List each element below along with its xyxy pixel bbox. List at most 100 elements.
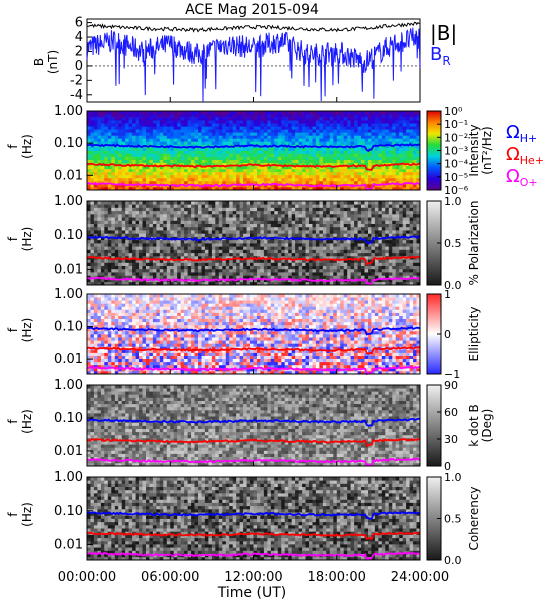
heatmap-cell: [343, 159, 348, 163]
heatmap-cell: [263, 138, 268, 142]
heatmap-cell: [329, 275, 334, 279]
heatmap-cell: [222, 187, 227, 191]
heatmap-cell: [267, 123, 272, 127]
heatmap-cell: [152, 217, 157, 221]
heatmap-cell: [198, 120, 202, 124]
heatmap-cell: [395, 259, 400, 263]
heatmap-cell: [146, 132, 150, 136]
heatmap-cell: [284, 135, 289, 139]
heatmap-cell: [132, 150, 136, 154]
heatmap-cell: [305, 159, 310, 163]
heatmap-cell: [208, 252, 213, 257]
heatmap-cell: [347, 239, 352, 244]
heatmap-cell: [295, 111, 299, 115]
heatmap-cell: [288, 129, 293, 133]
heatmap-cell: [152, 120, 157, 124]
heatmap-cell: [270, 168, 275, 173]
heatmap-cell: [222, 120, 227, 124]
heatmap-cell: [340, 117, 345, 121]
heatmap-cell: [198, 141, 202, 145]
heatmap-cell: [191, 246, 195, 250]
heatmap-cell: [180, 230, 185, 234]
heatmap-cell: [215, 129, 220, 133]
heatmap-cell: [288, 117, 293, 121]
heatmap-cell: [100, 111, 105, 115]
heatmap-cell: [107, 174, 112, 179]
heatmap-cell: [336, 126, 341, 130]
heatmap-cell: [111, 141, 116, 145]
heatmap-cell: [222, 117, 227, 121]
heatmap-cell: [288, 246, 293, 250]
heatmap-cell: [388, 262, 393, 266]
heatmap-cell: [270, 252, 275, 257]
heatmap-cell: [392, 165, 397, 170]
heatmap-cell: [350, 252, 355, 257]
heatmap-cell: [368, 129, 372, 133]
heatmap-cell: [201, 249, 206, 254]
heatmap-cell: [277, 123, 282, 127]
heatmap-cell: [288, 268, 293, 273]
heatmap-cell: [298, 201, 303, 205]
heatmap-cell: [218, 159, 223, 163]
heatmap-cell: [347, 126, 352, 130]
heatmap-cell: [211, 226, 216, 231]
heatmap-cell: [121, 147, 126, 151]
heatmap-cell: [315, 111, 320, 115]
heatmap-cell: [132, 220, 136, 224]
heatmap-cell: [104, 217, 109, 221]
heatmap-cell: [159, 141, 164, 145]
heatmap-cell: [378, 268, 383, 273]
heatmap-cell: [319, 114, 324, 118]
heatmap-cell: [93, 262, 98, 266]
heatmap-cell: [191, 281, 195, 286]
heatmap-cell: [298, 120, 303, 124]
heatmap-cell: [388, 153, 393, 157]
heatmap-cell: [399, 177, 404, 182]
heatmap-cell: [173, 144, 178, 148]
heatmap-cell: [146, 180, 150, 185]
heatmap-cell: [250, 252, 254, 257]
heatmap-cell: [326, 144, 331, 148]
heatmap-cell: [201, 144, 206, 148]
heatmap-cell: [336, 171, 341, 176]
heatmap-cell: [243, 233, 247, 237]
heatmap-cell: [229, 114, 234, 118]
heatmap-cell: [354, 180, 358, 185]
heatmap-cell: [184, 252, 188, 257]
heatmap-cell: [406, 259, 410, 263]
heatmap-cell: [177, 153, 182, 157]
heatmap-cell: [118, 117, 123, 121]
heatmap-cell: [236, 111, 241, 115]
heatmap-cell: [288, 183, 293, 188]
heatmap-cell: [288, 223, 293, 228]
heatmap-cell: [270, 159, 275, 163]
heatmap-cell: [211, 262, 216, 266]
heatmap-cell: [371, 138, 376, 142]
heatmap-cell: [354, 156, 358, 160]
heatmap-cell: [388, 233, 393, 237]
heatmap-cell: [281, 275, 286, 279]
heatmap-cell: [90, 265, 95, 270]
heatmap-cell: [378, 226, 383, 231]
heatmap-cell: [343, 207, 348, 212]
heatmap-cell: [100, 239, 105, 244]
heatmap-cell: [277, 252, 282, 257]
heatmap-cell: [211, 171, 216, 176]
heatmap-cell: [142, 226, 147, 231]
heatmap-cell: [381, 207, 386, 212]
heatmap-cell: [93, 183, 98, 188]
heatmap-cell: [298, 243, 303, 247]
heatmap-cell: [312, 265, 317, 270]
heatmap-cell: [326, 123, 331, 127]
heatmap-cell: [191, 187, 195, 191]
heatmap-cell: [333, 156, 338, 160]
heatmap-cell: [326, 230, 331, 234]
heatmap-cell: [284, 129, 289, 133]
heatmap-cell: [208, 201, 213, 205]
heatmap-cell: [135, 147, 140, 151]
heatmap-cell: [374, 223, 379, 228]
heatmap-cell: [281, 141, 286, 145]
heatmap-cell: [354, 123, 358, 127]
heatmap-cell: [250, 268, 254, 273]
heatmap-cell: [281, 207, 286, 212]
